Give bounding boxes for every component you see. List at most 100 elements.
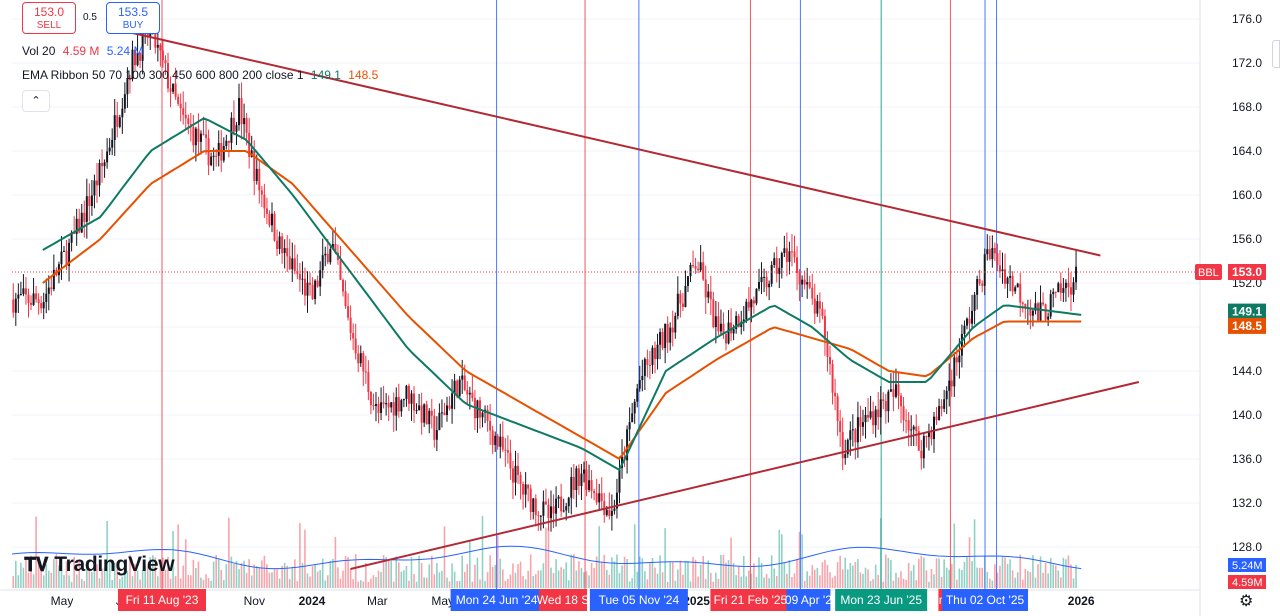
candle-body xyxy=(565,506,568,511)
lower-trendline[interactable] xyxy=(350,381,1140,570)
volume-bar xyxy=(935,558,938,588)
marker-date-label[interactable]: Tue 05 Nov '24 xyxy=(599,593,680,607)
volume-bar xyxy=(948,569,951,588)
volume-bar xyxy=(996,572,999,588)
chevron-up-icon[interactable]: ⌃ xyxy=(22,90,50,112)
volume-bar xyxy=(1057,570,1060,588)
gear-icon[interactable]: ⚙ xyxy=(1239,593,1254,610)
marker-date-label[interactable]: Mon 24 Jun '24 xyxy=(456,593,538,607)
marker-date-bg[interactable] xyxy=(942,589,1029,611)
side-panel-handle[interactable] xyxy=(1272,40,1280,68)
candle-body xyxy=(785,248,788,262)
candle-body xyxy=(613,508,616,511)
volume-bar xyxy=(294,559,296,588)
upper-trendline[interactable] xyxy=(119,29,1101,257)
volume-bar xyxy=(118,578,121,588)
marker-date-label[interactable]: Thu 02 Oct '25 xyxy=(946,593,1025,607)
candle-body xyxy=(821,308,824,316)
candle-body xyxy=(752,300,755,304)
marker-date-bg[interactable] xyxy=(117,589,206,611)
marker-date-bg[interactable] xyxy=(835,589,928,611)
candle-body xyxy=(912,426,915,430)
sell-button[interactable]: 153.0 SELL xyxy=(22,2,76,34)
candle-body xyxy=(572,476,575,491)
volume-bar xyxy=(702,556,704,588)
time-axis[interactable]: MayJulNov2024MarMay20252026Fri 11 Aug '2… xyxy=(0,589,1200,611)
candle-body xyxy=(1064,282,1067,289)
candle-body xyxy=(263,194,266,209)
marker-date-label[interactable]: 09 Apr '2 xyxy=(785,593,832,607)
marker-date-bg[interactable] xyxy=(539,589,588,611)
volume-bar xyxy=(230,556,233,588)
volume-bar xyxy=(200,577,202,588)
candle-body xyxy=(103,162,106,167)
candle-body xyxy=(539,515,542,517)
volume-bar xyxy=(519,561,522,588)
candle-body xyxy=(793,251,796,258)
candle-body xyxy=(243,118,246,125)
candle-body xyxy=(879,399,882,418)
volume-bar xyxy=(78,560,81,588)
candle-body xyxy=(697,268,700,271)
candle-body xyxy=(633,401,636,414)
volume-bar xyxy=(953,523,956,588)
candle-body xyxy=(1052,291,1055,295)
marker-date-bg[interactable] xyxy=(786,589,831,611)
marker-date-label[interactable]: Fri 21 Feb '25 xyxy=(714,593,788,607)
marker-date-label[interactable]: Mon 23 Jun '25 xyxy=(840,593,922,607)
volume-bar xyxy=(940,576,943,588)
marker-date-bg[interactable] xyxy=(589,589,688,611)
volume-bar xyxy=(882,581,885,588)
candle-body xyxy=(283,248,286,254)
volume-bar xyxy=(146,566,149,588)
candle-body xyxy=(463,375,466,391)
volume-bar xyxy=(583,572,585,588)
price-axis[interactable]: 176.0172.0168.0164.0160.0156.0152.0148.0… xyxy=(1195,0,1266,616)
candle-body xyxy=(940,406,943,409)
volume-legend[interactable]: Vol 20 4.59 M 5.24 M xyxy=(22,44,147,58)
volume-bar xyxy=(529,554,532,588)
volume-bar xyxy=(68,575,70,588)
candle-body xyxy=(1031,310,1034,316)
volume-bar xyxy=(720,554,722,588)
volume-bar xyxy=(715,572,717,588)
candle-body xyxy=(976,279,979,295)
volume-bar xyxy=(976,567,978,588)
volume-bar xyxy=(689,581,692,588)
volume-bar xyxy=(722,554,725,588)
volume-bar xyxy=(638,556,641,588)
volume-bar xyxy=(50,572,53,588)
volume-bar xyxy=(989,578,991,588)
candle-body xyxy=(552,506,555,514)
marker-date-bg[interactable] xyxy=(450,589,543,611)
candle-body xyxy=(481,412,484,418)
volume-bar xyxy=(770,555,773,588)
volume-bar xyxy=(207,578,210,588)
candle-body xyxy=(128,79,131,81)
ema-legend[interactable]: EMA Ribbon 50 70 100 300 450 600 800 200… xyxy=(22,68,382,82)
volume-bar xyxy=(905,579,907,588)
candle-body xyxy=(590,480,593,492)
buy-button[interactable]: 153.5 BUY xyxy=(106,2,160,34)
candle-body xyxy=(727,322,730,344)
candle-body xyxy=(319,270,322,287)
candle-body xyxy=(841,431,844,459)
marker-date-bg[interactable] xyxy=(710,589,791,611)
symbol-tag-bg[interactable] xyxy=(1195,264,1222,280)
candle-body xyxy=(78,218,81,233)
candle-body xyxy=(116,115,119,127)
candle-body xyxy=(212,155,215,157)
volume-bar xyxy=(334,536,337,588)
volume-bar xyxy=(354,554,357,588)
trendlines[interactable] xyxy=(12,29,1200,570)
candle-body xyxy=(676,293,679,317)
volume-bar xyxy=(674,580,677,588)
volume-bar xyxy=(441,570,443,588)
candle-body xyxy=(238,97,241,126)
marker-date-label[interactable]: Wed 18 S xyxy=(537,593,589,607)
marker-date-label[interactable]: Fri 11 Aug '23 xyxy=(126,593,199,607)
symbol-tag[interactable]: BBL xyxy=(1198,267,1219,279)
candle-body xyxy=(1054,291,1057,293)
volume-bar xyxy=(677,569,679,588)
